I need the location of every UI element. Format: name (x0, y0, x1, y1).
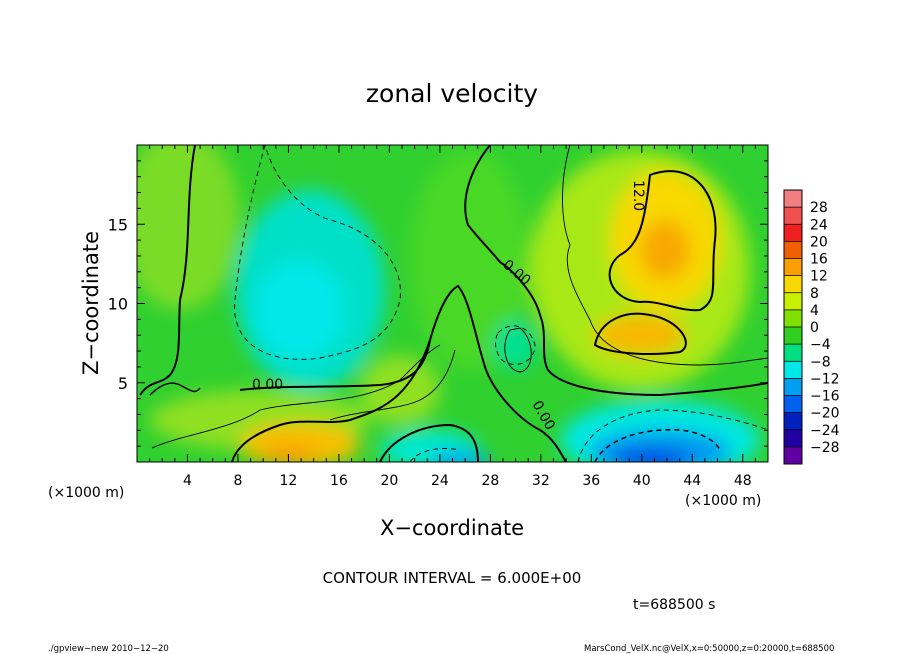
x-axis-label: X−coordinate (380, 516, 524, 540)
contour-12-lower (593, 312, 687, 355)
contour-neg-bottom-right (577, 409, 768, 462)
colorbar-label: 28 (810, 200, 828, 216)
chart-title: zonal velocity (366, 79, 538, 108)
field-yellow-lower (595, 315, 685, 355)
contour-small-left (149, 382, 201, 396)
contour-label: 0.00 (252, 377, 283, 393)
colorbar-swatch (784, 292, 802, 311)
time-label: t=688500 s (633, 597, 715, 613)
colorbar-label: −28 (810, 440, 840, 456)
x-tick-label: 8 (233, 473, 242, 489)
x-tick-label: 16 (330, 473, 348, 489)
x-tick-label: 4 (183, 473, 192, 489)
field-deepblue-bottom-right (610, 450, 690, 462)
x-axis: 4 8 12 16 20 24 28 32 36 40 44 48 (149, 145, 756, 489)
colorbar-swatch (784, 258, 802, 277)
footer-right: MarsCond_VelX.nc@VelX,x=0:50000,z=0:2000… (584, 644, 834, 654)
field-small-cyan (493, 320, 537, 370)
field-light-green-center (360, 355, 440, 425)
x-tick-label: 44 (683, 473, 701, 489)
plot-area (137, 145, 768, 462)
contour-zero-lower (231, 284, 567, 462)
colorbar-swatch (784, 190, 802, 208)
field-orange-upper (640, 220, 690, 280)
contour-neg-bottom-center (409, 448, 461, 462)
colorbar-label: 0 (810, 320, 819, 336)
x-axis-unit-right: (×1000 m) (685, 493, 761, 509)
colorbar-swatch (784, 275, 802, 294)
colorbar-label: −12 (810, 371, 840, 387)
colorbar-swatch (784, 429, 802, 448)
colorbar-label: −24 (810, 423, 840, 439)
colorbar-label: 4 (810, 303, 819, 319)
contour-neg-upper-left (234, 145, 401, 360)
colorbar-swatch (784, 412, 802, 431)
colorbar-swatch (784, 395, 802, 414)
colorbar-swatch (784, 361, 802, 379)
colorbar-label: 8 (810, 286, 819, 302)
contour-neg-bottom-right-inner (594, 429, 721, 462)
colorbar-label: −8 (810, 354, 831, 370)
colorbar-swatch (784, 446, 802, 465)
contour-zero-middle (464, 145, 768, 397)
y-axis: 5 10 15 (108, 160, 768, 447)
contour-lines (139, 145, 768, 462)
contour-12-upper (608, 170, 717, 312)
colorbar-label: −4 (810, 337, 831, 353)
x-tick-label: 36 (582, 473, 600, 489)
x-tick-label: 32 (532, 473, 550, 489)
x-tick-label: 28 (481, 473, 499, 489)
colorbar-swatch (784, 207, 802, 225)
contour-label: 12.0 (630, 180, 646, 211)
x-axis-unit-left: (×1000 m) (48, 485, 124, 501)
colorbar-label: 16 (810, 252, 828, 268)
footer-left: ./gpview−new 2010−12−20 (48, 644, 169, 654)
x-tick-label: 20 (380, 473, 398, 489)
field-light-green-left (137, 145, 240, 310)
x-tick-label: 48 (734, 473, 752, 489)
field-cyan-core (255, 260, 345, 360)
colorbar-swatch (784, 344, 802, 362)
colorbar-label: −16 (810, 389, 840, 405)
contour-zero-lower2 (239, 339, 431, 391)
colorbar-swatch (784, 327, 802, 345)
x-tick-label: 24 (431, 473, 449, 489)
field-orange-bottom-left (262, 445, 318, 462)
contour-zero-left (139, 145, 196, 396)
y-tick-label: 10 (108, 295, 128, 314)
colorbar-label: −20 (810, 406, 840, 422)
colorbar-swatch (784, 309, 802, 328)
contour-thin-3 (329, 349, 456, 421)
contour-thin-1 (151, 344, 441, 449)
field-mid-green (410, 150, 530, 370)
colorbar-label: 20 (810, 234, 828, 250)
contour-thin-4 (504, 327, 532, 373)
contour-interval-note: CONTOUR INTERVAL = 6.000E+00 (323, 569, 582, 587)
colorbar-swatch (784, 378, 802, 396)
y-tick-label: 15 (108, 215, 128, 234)
colorbar-label: 12 (810, 269, 828, 285)
contour-zero-bottom (379, 423, 479, 462)
colorbar-swatch (784, 224, 802, 242)
y-axis-label: Z−coordinate (79, 231, 103, 375)
colorbar-label: 24 (810, 217, 828, 233)
contour-neg-small (495, 325, 536, 365)
x-tick-label: 40 (633, 473, 651, 489)
contour-thin-2 (562, 145, 768, 366)
colorbar-swatch (784, 241, 802, 259)
x-tick-label: 12 (280, 473, 298, 489)
field-blue-bottom-center (430, 452, 490, 462)
y-tick-label: 5 (118, 374, 128, 393)
field-cyan-bottom (380, 430, 480, 462)
